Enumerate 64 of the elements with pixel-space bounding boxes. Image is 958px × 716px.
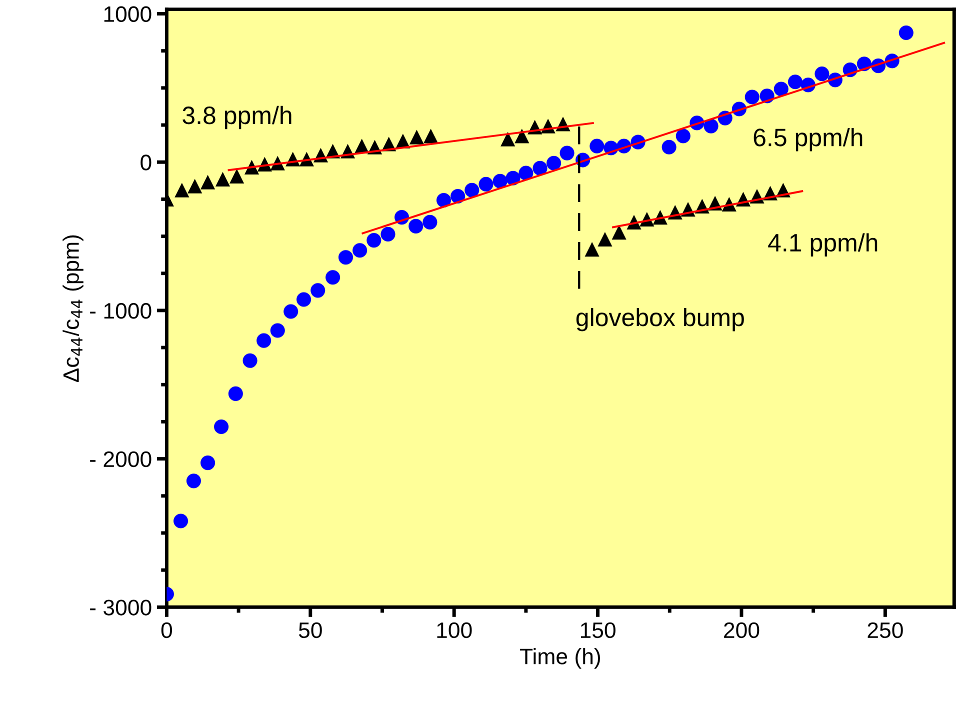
point <box>704 118 718 134</box>
point <box>612 225 626 240</box>
x-tick-label: 100 <box>437 622 472 638</box>
y-tick-label: - 1000 <box>90 303 152 319</box>
point <box>436 192 452 208</box>
point <box>296 292 312 307</box>
point <box>408 218 424 234</box>
y-tick-label: 0 <box>140 154 152 170</box>
point <box>200 456 216 470</box>
point <box>500 132 516 146</box>
point <box>284 304 298 319</box>
x-tick-label: 250 <box>868 622 903 638</box>
point <box>310 283 326 298</box>
point <box>230 168 244 184</box>
point <box>174 182 190 198</box>
point <box>352 243 368 258</box>
annotation: 4.1 ppm/h <box>768 233 878 257</box>
point <box>186 474 201 488</box>
x-tick-label: 0 <box>161 622 172 638</box>
annotation: 3.8 ppm/h <box>182 106 292 130</box>
point <box>492 174 508 188</box>
y-tick-label: - 3000 <box>90 600 152 616</box>
point <box>584 242 600 257</box>
point <box>560 146 574 160</box>
point <box>214 419 229 434</box>
point <box>173 514 188 528</box>
point <box>514 128 530 144</box>
point <box>338 250 354 265</box>
point <box>546 156 562 170</box>
point <box>662 140 676 154</box>
point <box>215 172 230 186</box>
x-tick-label: 150 <box>580 622 616 638</box>
x-tick-label: 50 <box>298 622 322 638</box>
y-tick-label: - 2000 <box>90 451 152 468</box>
point <box>256 333 272 348</box>
point <box>326 270 340 285</box>
point <box>478 176 494 192</box>
point <box>898 25 914 40</box>
point <box>532 160 548 176</box>
point <box>464 182 480 198</box>
point <box>200 174 216 190</box>
point <box>228 386 243 401</box>
point <box>242 353 258 368</box>
point <box>422 214 438 230</box>
x-tick-label: 200 <box>724 622 760 638</box>
y-axis-title: Δc$_{44}$/c$_{44}$ (ppm) <box>62 235 84 382</box>
x-axis-title: Time (h) <box>520 648 600 669</box>
point <box>590 138 604 154</box>
point <box>409 130 424 144</box>
point <box>424 128 438 144</box>
point <box>518 166 534 180</box>
point <box>188 178 202 194</box>
point <box>366 233 382 248</box>
point <box>744 90 760 104</box>
annotation: 6.5 ppm/h <box>754 128 862 152</box>
point <box>774 82 788 96</box>
annotation: glovebox bump <box>576 308 744 332</box>
y-tick-label: 1000 <box>104 6 152 22</box>
point <box>598 232 612 247</box>
point <box>814 66 830 82</box>
point <box>676 128 690 144</box>
point <box>788 74 803 90</box>
point <box>270 323 285 338</box>
point <box>380 226 396 242</box>
